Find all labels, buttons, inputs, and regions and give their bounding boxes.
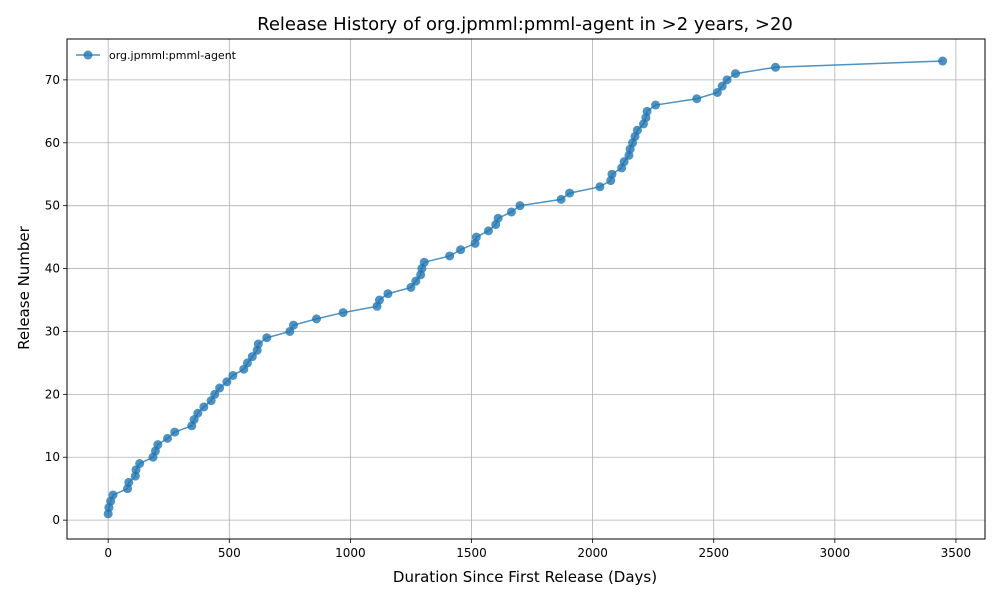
legend-marker [83,50,93,60]
data-point [199,402,209,412]
data-point [228,370,238,380]
data-point [556,194,566,204]
series-line [107,60,943,514]
data-point [770,62,780,72]
data-point [215,383,225,393]
x-tick-label: 3000 [820,546,851,560]
data-point [619,157,629,167]
x-tick-label: 2000 [577,546,608,560]
data-point [153,440,163,450]
series-points [103,56,948,519]
data-point [262,333,272,343]
data-point [515,201,525,211]
legend-label: org.jpmml:pmml-agent [109,49,237,62]
legend: org.jpmml:pmml-agent [76,49,237,62]
y-tick-label: 70 [45,73,60,87]
data-point [565,188,575,198]
data-point [210,389,220,399]
y-tick-label: 0 [52,513,60,527]
data-point [411,276,421,286]
data-point [163,433,173,443]
data-point [642,106,652,116]
x-axis-ticks: 0 500 1000 1500 2000 2500 3000 3500 [104,539,971,560]
data-point [717,81,727,91]
data-point [712,87,722,97]
y-axis-title: Release Number [15,225,33,349]
y-tick-label: 40 [45,262,60,276]
data-point [124,477,134,487]
y-tick-label: 60 [45,136,60,150]
data-point [493,213,503,223]
plot-frame [66,38,986,540]
data-point [595,182,605,192]
data-point [193,408,203,418]
y-tick-label: 10 [45,450,60,464]
data-point [506,207,516,217]
x-tick-label: 0 [104,546,112,560]
x-tick-label: 500 [218,546,241,560]
x-axis-title: Duration Since First Release (Days) [393,568,657,586]
data-point [483,226,493,236]
data-point [632,125,642,135]
data-point [288,320,298,330]
data-point [419,257,429,267]
y-tick-label: 50 [45,199,60,213]
data-point [651,100,661,110]
data-point [607,169,617,179]
y-tick-label: 30 [45,324,60,338]
series-layer [103,56,948,519]
y-axis-ticks: 0 10 20 30 40 50 60 70 [45,73,67,527]
grid [67,39,985,539]
data-point [108,490,118,500]
chart-title: Release History of org.jpmml:pmml-agent … [257,14,793,35]
data-point [722,75,732,85]
data-point [374,295,384,305]
data-point [406,282,416,292]
data-point [311,314,321,324]
data-point [338,308,348,318]
data-point [222,377,232,387]
data-point [938,56,948,66]
data-point [383,289,393,299]
data-point [692,94,702,104]
data-point [242,358,252,368]
x-tick-label: 2500 [698,546,729,560]
y-tick-label: 20 [45,387,60,401]
data-point [471,232,481,242]
data-point [731,69,741,79]
x-tick-label: 3500 [941,546,972,560]
data-point [253,339,263,349]
data-point [170,427,180,437]
x-tick-label: 1500 [456,546,487,560]
data-point [445,251,455,261]
data-point [247,352,257,362]
x-tick-label: 1000 [335,546,366,560]
data-point [456,245,466,255]
data-point [135,459,145,469]
